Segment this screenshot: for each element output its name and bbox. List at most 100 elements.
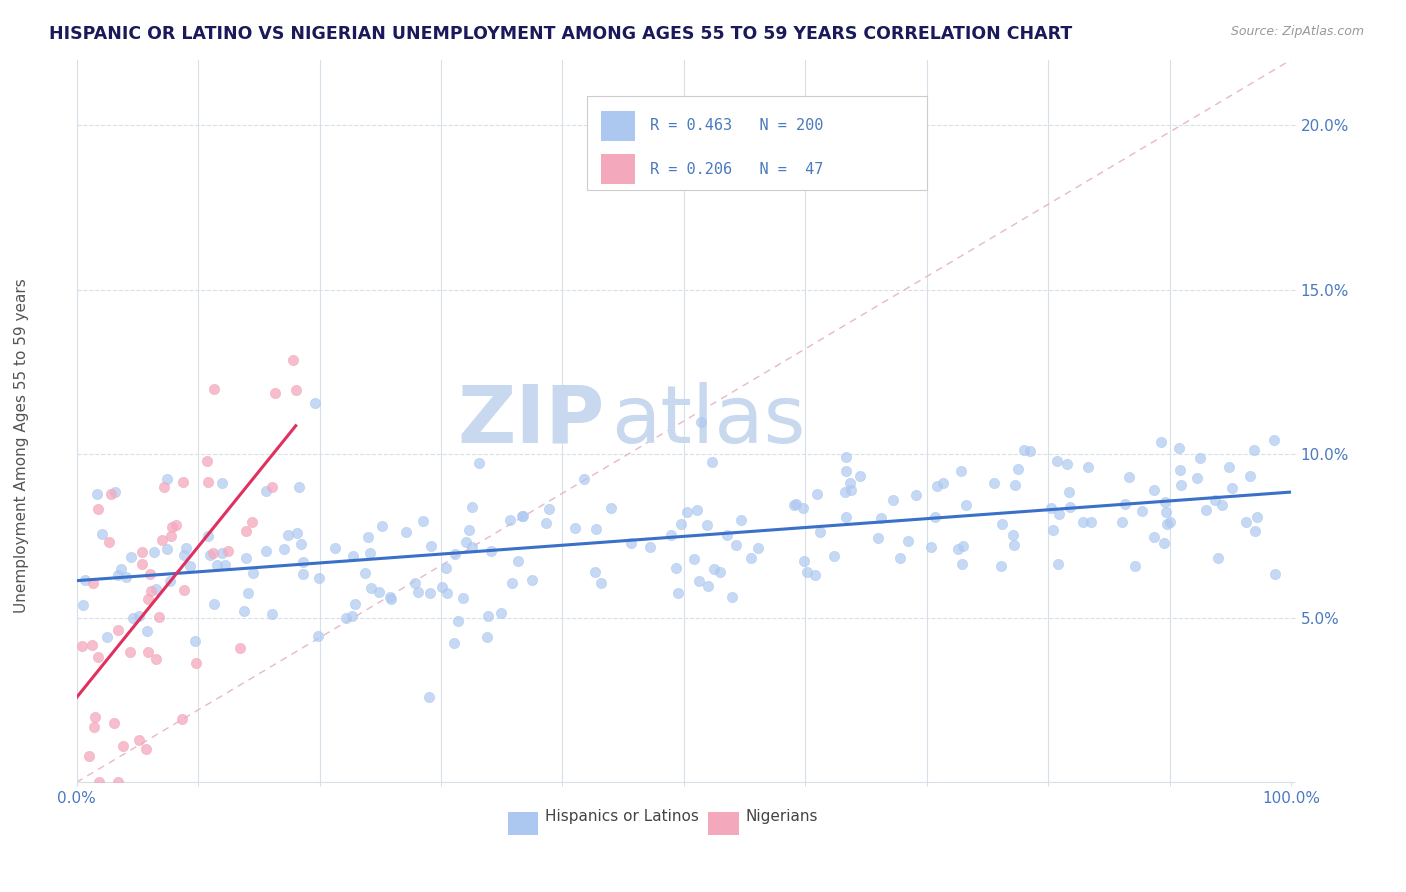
Point bbox=[284, 384, 307, 398]
Point bbox=[740, 551, 762, 566]
Point bbox=[501, 576, 523, 591]
Point bbox=[870, 510, 893, 524]
Point bbox=[1239, 469, 1261, 483]
Point bbox=[665, 560, 688, 574]
Point bbox=[156, 473, 179, 487]
Text: R = 0.463   N = 200: R = 0.463 N = 200 bbox=[650, 119, 824, 133]
Point bbox=[1004, 478, 1026, 492]
Point bbox=[803, 568, 825, 582]
Point bbox=[139, 584, 162, 599]
Point bbox=[697, 579, 720, 593]
Point bbox=[572, 472, 595, 486]
Point bbox=[73, 573, 96, 587]
Point bbox=[160, 529, 183, 543]
Point bbox=[932, 475, 955, 490]
Point bbox=[952, 539, 974, 553]
Point bbox=[1244, 524, 1267, 538]
Point bbox=[1246, 509, 1268, 524]
Point bbox=[444, 547, 467, 561]
Point bbox=[436, 586, 458, 600]
Point bbox=[1040, 500, 1063, 515]
Point bbox=[447, 614, 470, 628]
Point bbox=[1046, 454, 1069, 468]
Text: Nigerians: Nigerians bbox=[747, 809, 818, 823]
Point bbox=[179, 559, 201, 574]
Point bbox=[823, 549, 845, 563]
Bar bbox=[602, 111, 636, 141]
Point bbox=[808, 525, 831, 540]
Point bbox=[173, 548, 195, 562]
Point bbox=[304, 395, 326, 409]
Point bbox=[948, 542, 970, 557]
Point bbox=[98, 534, 121, 549]
Point bbox=[136, 591, 159, 606]
Point bbox=[121, 549, 143, 564]
Point bbox=[1077, 460, 1099, 475]
Point bbox=[1185, 471, 1208, 485]
Text: Unemployment Among Ages 55 to 59 years: Unemployment Among Ages 55 to 59 years bbox=[14, 278, 28, 614]
Point bbox=[1188, 451, 1211, 466]
Point bbox=[659, 528, 682, 542]
Point bbox=[150, 533, 173, 548]
Point bbox=[1111, 516, 1133, 530]
Point bbox=[1143, 530, 1166, 544]
Text: R = 0.206   N =  47: R = 0.206 N = 47 bbox=[650, 161, 824, 177]
Text: ZIP: ZIP bbox=[458, 382, 605, 460]
Point bbox=[585, 522, 607, 536]
Point bbox=[434, 560, 457, 574]
Text: Source: ZipAtlas.com: Source: ZipAtlas.com bbox=[1230, 25, 1364, 38]
Point bbox=[1143, 483, 1166, 498]
Point bbox=[1080, 515, 1102, 529]
Point bbox=[90, 526, 112, 541]
Point bbox=[683, 552, 706, 566]
Point bbox=[107, 567, 129, 582]
Point bbox=[84, 710, 107, 724]
FancyBboxPatch shape bbox=[586, 95, 927, 190]
Point bbox=[1042, 523, 1064, 537]
Point bbox=[1243, 442, 1265, 457]
Point bbox=[202, 597, 225, 611]
Point bbox=[686, 503, 709, 517]
Point bbox=[792, 501, 814, 516]
Point bbox=[897, 534, 920, 549]
Point bbox=[308, 571, 330, 585]
Point bbox=[87, 502, 110, 516]
Point bbox=[418, 690, 440, 704]
Point bbox=[583, 565, 606, 579]
Point bbox=[489, 606, 512, 620]
Point bbox=[136, 624, 159, 638]
Point bbox=[240, 516, 263, 530]
Point bbox=[882, 493, 904, 508]
Point bbox=[1153, 536, 1175, 550]
Point bbox=[1002, 538, 1025, 552]
Point bbox=[460, 541, 482, 555]
Bar bbox=[709, 812, 738, 835]
Point bbox=[173, 582, 195, 597]
Point bbox=[184, 656, 207, 670]
Point bbox=[1007, 462, 1029, 476]
Point bbox=[406, 585, 429, 599]
Point bbox=[195, 454, 218, 468]
Point bbox=[456, 534, 478, 549]
Point bbox=[703, 562, 725, 576]
Point bbox=[107, 623, 129, 637]
Point bbox=[342, 549, 364, 563]
Point bbox=[508, 553, 530, 567]
Point bbox=[1220, 481, 1243, 495]
Point bbox=[214, 558, 236, 572]
Point bbox=[747, 541, 769, 555]
Point bbox=[86, 487, 108, 501]
Point bbox=[1114, 497, 1136, 511]
Point bbox=[172, 712, 194, 726]
Point bbox=[950, 557, 973, 571]
Point bbox=[368, 585, 391, 599]
Point bbox=[1195, 503, 1218, 517]
Point bbox=[288, 480, 311, 494]
Point bbox=[512, 509, 534, 524]
Point bbox=[1059, 485, 1081, 500]
Point bbox=[292, 566, 315, 581]
Point bbox=[307, 629, 329, 643]
Point bbox=[720, 590, 742, 604]
Point bbox=[96, 630, 118, 644]
Point bbox=[696, 518, 718, 533]
